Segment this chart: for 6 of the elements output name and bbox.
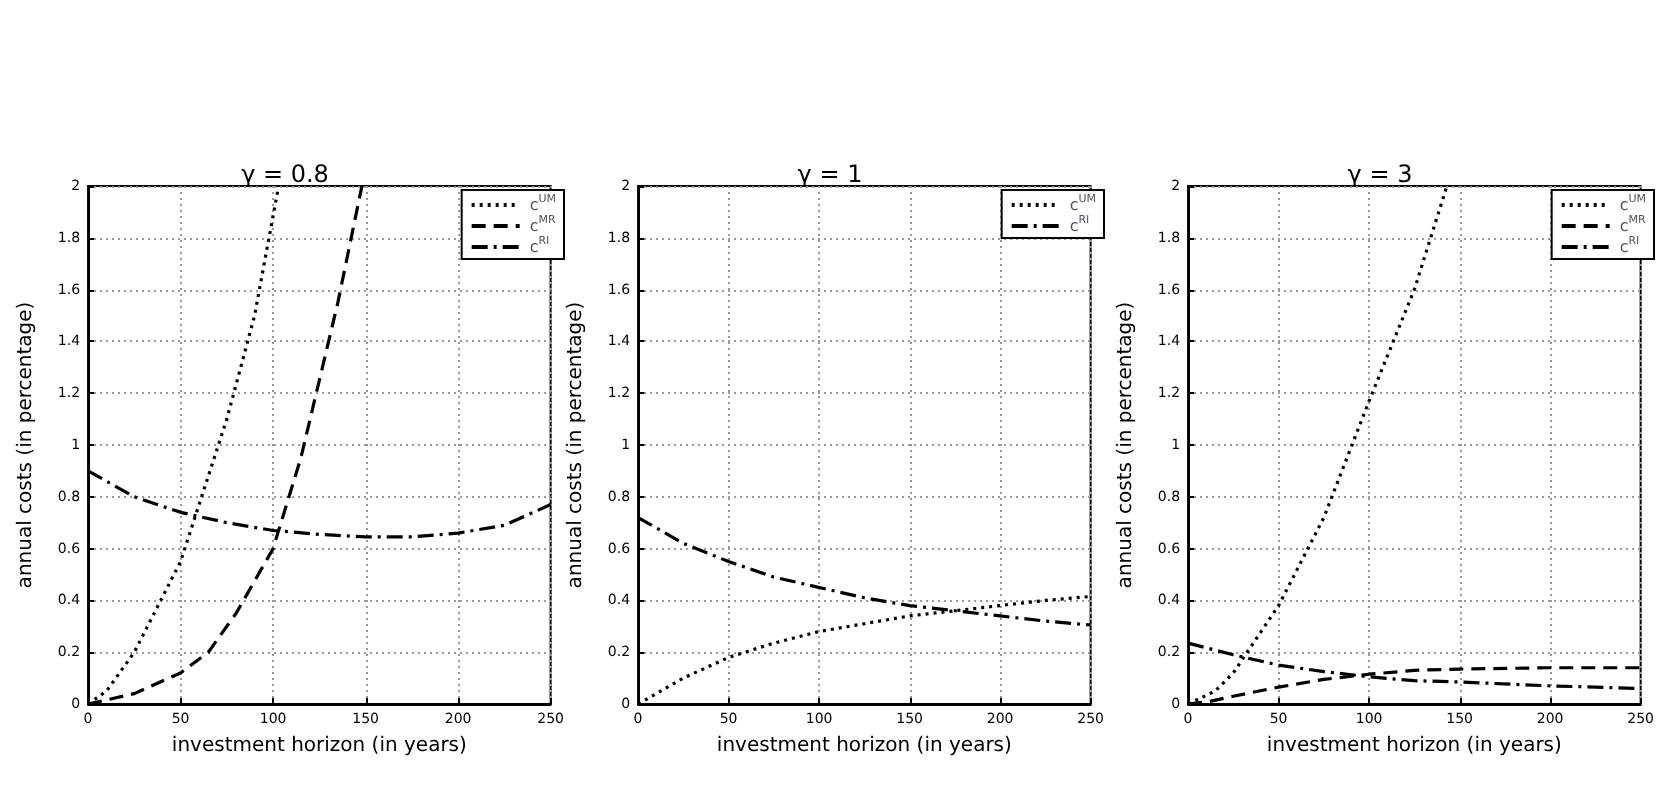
y-axis-title: annual costs (in percentage) bbox=[15, 301, 37, 589]
x-axis-title: investment horizon (in years) bbox=[1266, 734, 1563, 757]
y-axis-title: annual costs (in percentage) bbox=[565, 301, 587, 589]
y-axis-title: annual costs (in percentage) bbox=[1115, 301, 1137, 589]
x-axis-title: investment horizon (in years) bbox=[171, 734, 468, 757]
x-axis-title: investment horizon (in years) bbox=[716, 734, 1013, 757]
